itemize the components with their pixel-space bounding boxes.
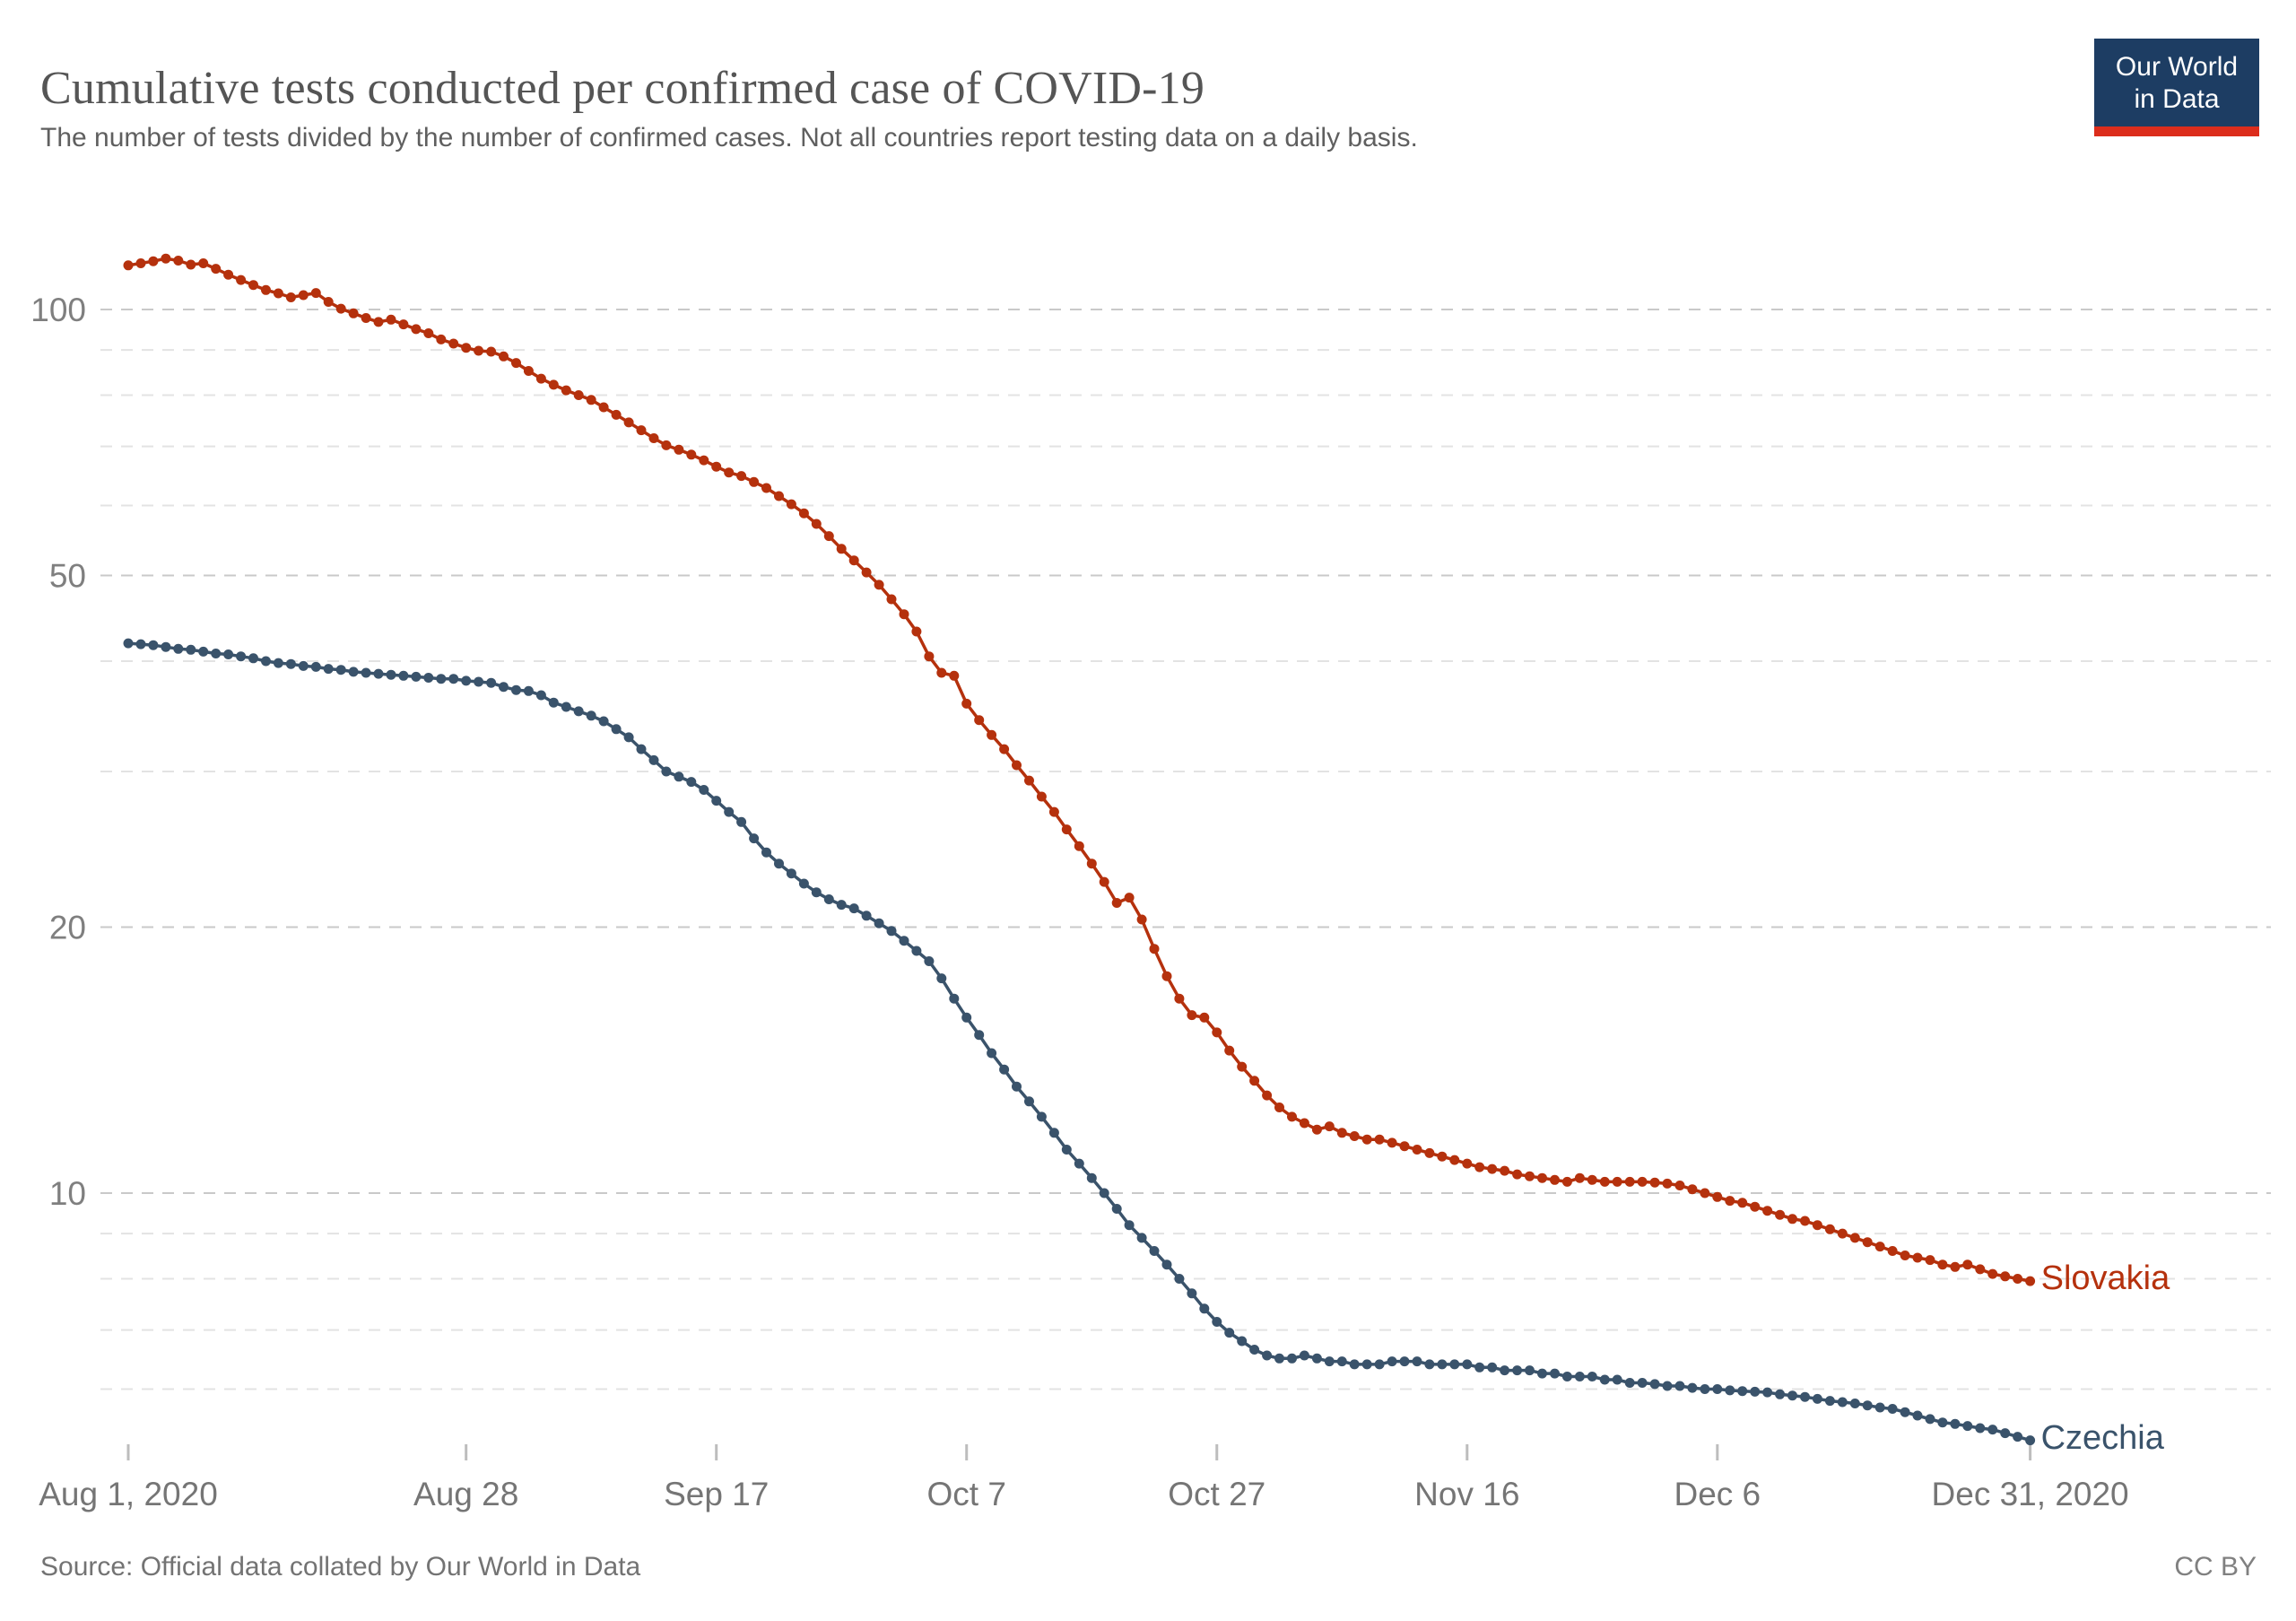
y-axis-label-100: 100 bbox=[30, 292, 86, 328]
owid-logo-text: Our World in Data bbox=[2094, 39, 2259, 126]
owid-logo[interactable]: Our World in Data bbox=[2094, 39, 2259, 136]
x-axis-label-152: Dec 31, 2020 bbox=[1932, 1476, 2129, 1512]
x-axis-label-87: Oct 27 bbox=[1168, 1476, 1265, 1512]
license-badge[interactable]: CC BY bbox=[2174, 1552, 2257, 1582]
x-axis-label-67: Oct 7 bbox=[927, 1476, 1006, 1512]
x-axis-label-0: Aug 1, 2020 bbox=[39, 1476, 218, 1512]
source-note: Source: Official data collated by Our Wo… bbox=[40, 1552, 641, 1582]
series-slovakia-line[interactable] bbox=[127, 257, 2031, 1283]
owid-logo-line1: Our World bbox=[2115, 52, 2239, 82]
owid-logo-line2: in Data bbox=[2134, 84, 2220, 114]
x-axis-label-107: Nov 16 bbox=[1414, 1476, 1519, 1512]
x-axis-label-47: Sep 17 bbox=[664, 1476, 769, 1512]
series-czechia-points[interactable] bbox=[123, 638, 2036, 1446]
y-axis-label-50: 50 bbox=[49, 558, 86, 595]
series-label-czechia[interactable]: Czechia bbox=[2040, 1418, 2164, 1457]
chart-subtitle: The number of tests divided by the numbe… bbox=[40, 123, 1418, 153]
chart-title: Cumulative tests conducted per confirmed… bbox=[40, 62, 1205, 114]
series-czechia-line[interactable] bbox=[127, 641, 2031, 1442]
x-axis-label-27: Aug 28 bbox=[413, 1476, 518, 1512]
x-axis-label-127: Dec 6 bbox=[1674, 1476, 1761, 1512]
y-axis-label-20: 20 bbox=[49, 909, 86, 946]
owid-logo-red-bar bbox=[2094, 126, 2259, 136]
y-axis-label-10: 10 bbox=[49, 1175, 86, 1212]
series-label-slovakia[interactable]: Slovakia bbox=[2040, 1259, 2170, 1298]
series-slovakia-points[interactable] bbox=[123, 253, 2036, 1286]
